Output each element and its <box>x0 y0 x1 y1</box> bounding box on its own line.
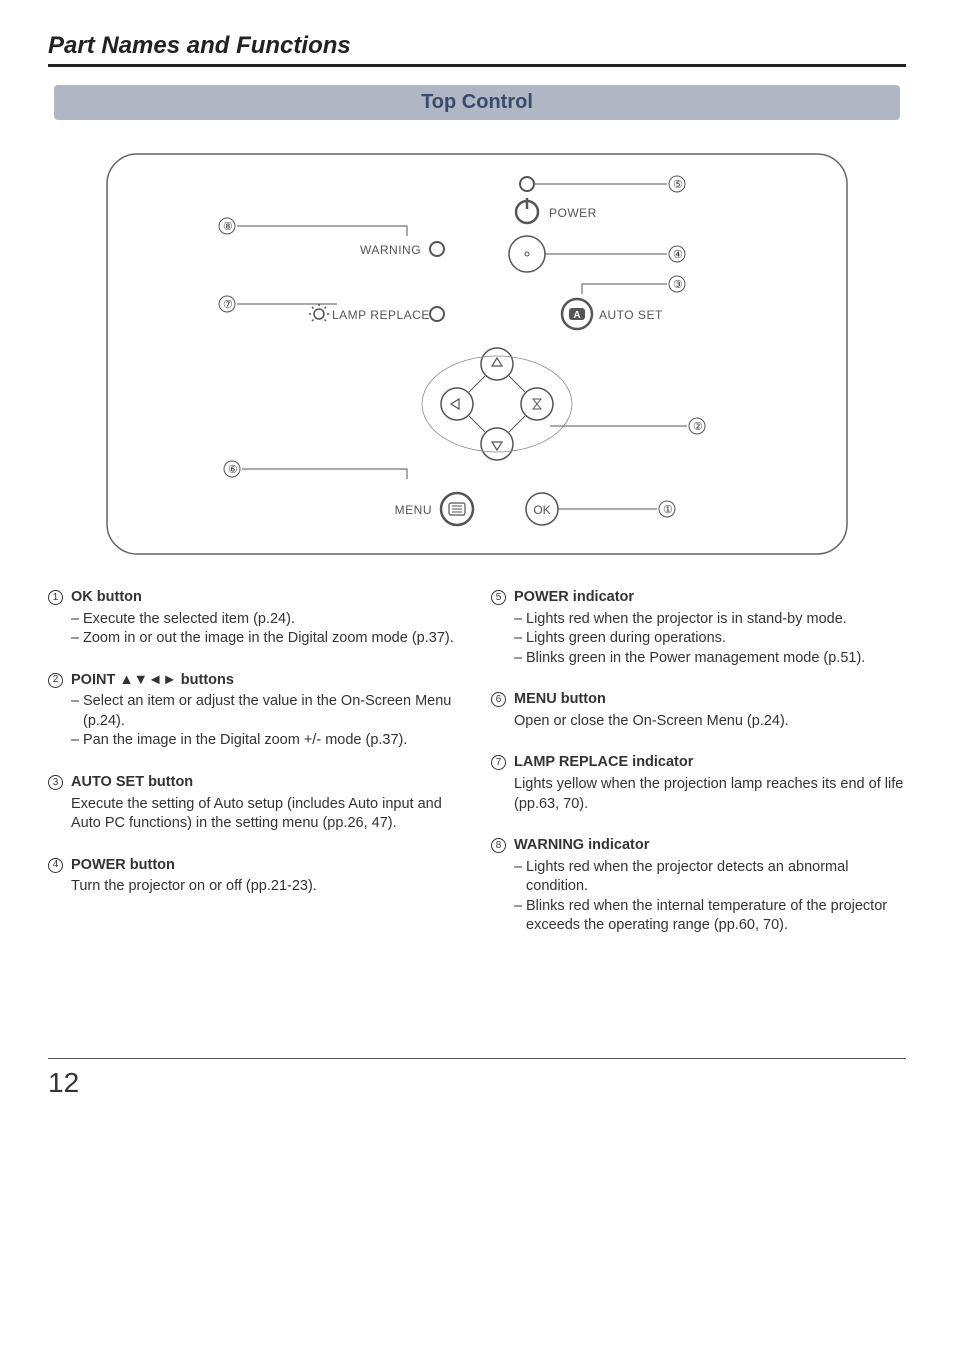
item-desc: Lights yellow when the projection lamp r… <box>514 775 906 814</box>
bullet: Zoom in or out the image in the Digital … <box>71 629 463 649</box>
item-body: WARNING indicatorLights red when the pro… <box>514 836 906 936</box>
item-bullets: Execute the selected item (p.24).Zoom in… <box>71 610 463 649</box>
item-body: AUTO SET buttonExecute the setting of Au… <box>71 773 463 834</box>
callout-1: ① <box>663 504 673 516</box>
lamp-replace-label: LAMP REPLACE <box>332 308 430 322</box>
bullet: Select an item or adjust the value in th… <box>71 692 463 731</box>
item-desc: Turn the projector on or off (pp.21-23). <box>71 877 463 897</box>
description-item: 6 MENU buttonOpen or close the On-Screen … <box>491 690 906 731</box>
item-title: LAMP REPLACE indicator <box>514 753 906 773</box>
item-desc: Open or close the On-Screen Menu (p.24). <box>514 712 906 732</box>
power-label: POWER <box>549 206 597 220</box>
callout-8: ⑧ <box>223 221 233 233</box>
left-column: 1 OK buttonExecute the selected item (p.2… <box>48 588 463 958</box>
item-body: POWER buttonTurn the projector on or off… <box>71 856 463 897</box>
item-title: POWER indicator <box>514 588 906 608</box>
item-title: OK button <box>71 588 463 608</box>
description-item: 1 OK buttonExecute the selected item (p.2… <box>48 588 463 649</box>
callout-5: ⑤ <box>673 179 683 191</box>
bullet: Pan the image in the Digital zoom +/- mo… <box>71 731 463 751</box>
bullet: Lights red when the projector is in stan… <box>514 610 906 630</box>
item-number: 2 <box>48 673 63 688</box>
item-number: 5 <box>491 590 506 605</box>
callout-2: ② <box>693 421 703 433</box>
bullet: Lights red when the projector detects an… <box>514 858 906 897</box>
top-control-diagram: ⑤ POWER WARNING ⑧ ④ LAMP REPLACE <box>97 144 857 564</box>
description-item: 5 POWER indicatorLights red when the proj… <box>491 588 906 668</box>
item-body: POWER indicatorLights red when the proje… <box>514 588 906 668</box>
item-number: 1 <box>48 590 63 605</box>
bullet: Blinks green in the Power management mod… <box>514 649 906 669</box>
bullet: Execute the selected item (p.24). <box>71 610 463 630</box>
description-item: 2 POINT ▲▼◄► buttonsSelect an item or adj… <box>48 671 463 751</box>
ok-label: OK <box>533 503 550 517</box>
item-bullets: Lights red when the projector detects an… <box>514 858 906 936</box>
page-number: 12 <box>48 1067 906 1099</box>
callout-7: ⑦ <box>223 299 233 311</box>
auto-set-label: AUTO SET <box>599 308 663 322</box>
callout-4: ④ <box>673 249 683 261</box>
item-body: POINT ▲▼◄► buttonsSelect an item or adju… <box>71 671 463 751</box>
item-desc: Execute the setting of Auto setup (inclu… <box>71 795 463 834</box>
item-body: OK buttonExecute the selected item (p.24… <box>71 588 463 649</box>
item-number: 7 <box>491 755 506 770</box>
page-title: Part Names and Functions <box>48 32 906 67</box>
item-number: 4 <box>48 858 63 873</box>
section-heading: Top Control <box>54 85 900 120</box>
item-title: POWER button <box>71 856 463 876</box>
bullet: Blinks red when the internal temperature… <box>514 897 906 936</box>
item-title: AUTO SET button <box>71 773 463 793</box>
menu-label: MENU <box>395 503 432 517</box>
item-bullets: Lights red when the projector is in stan… <box>514 610 906 669</box>
item-number: 6 <box>491 692 506 707</box>
item-body: MENU buttonOpen or close the On-Screen M… <box>514 690 906 731</box>
bullet: Lights green during operations. <box>514 629 906 649</box>
callout-6: ⑥ <box>228 464 238 476</box>
description-item: 4 POWER buttonTurn the projector on or of… <box>48 856 463 897</box>
item-number: 3 <box>48 775 63 790</box>
item-title: MENU button <box>514 690 906 710</box>
warning-label: WARNING <box>360 243 421 257</box>
description-item: 8 WARNING indicatorLights red when the pr… <box>491 836 906 936</box>
descriptions: 1 OK buttonExecute the selected item (p.2… <box>48 588 906 958</box>
callout-3: ③ <box>673 279 683 291</box>
auto-badge: A <box>573 310 580 321</box>
page-footer: 12 <box>48 1058 906 1099</box>
item-title: POINT ▲▼◄► buttons <box>71 671 463 691</box>
item-bullets: Select an item or adjust the value in th… <box>71 692 463 751</box>
item-number: 8 <box>491 838 506 853</box>
description-item: 7 LAMP REPLACE indicatorLights yellow whe… <box>491 753 906 814</box>
right-column: 5POWER indicatorLights red when the proj… <box>491 588 906 958</box>
item-body: LAMP REPLACE indicatorLights yellow when… <box>514 753 906 814</box>
item-title: WARNING indicator <box>514 836 906 856</box>
description-item: 3 AUTO SET buttonExecute the setting of A… <box>48 773 463 834</box>
